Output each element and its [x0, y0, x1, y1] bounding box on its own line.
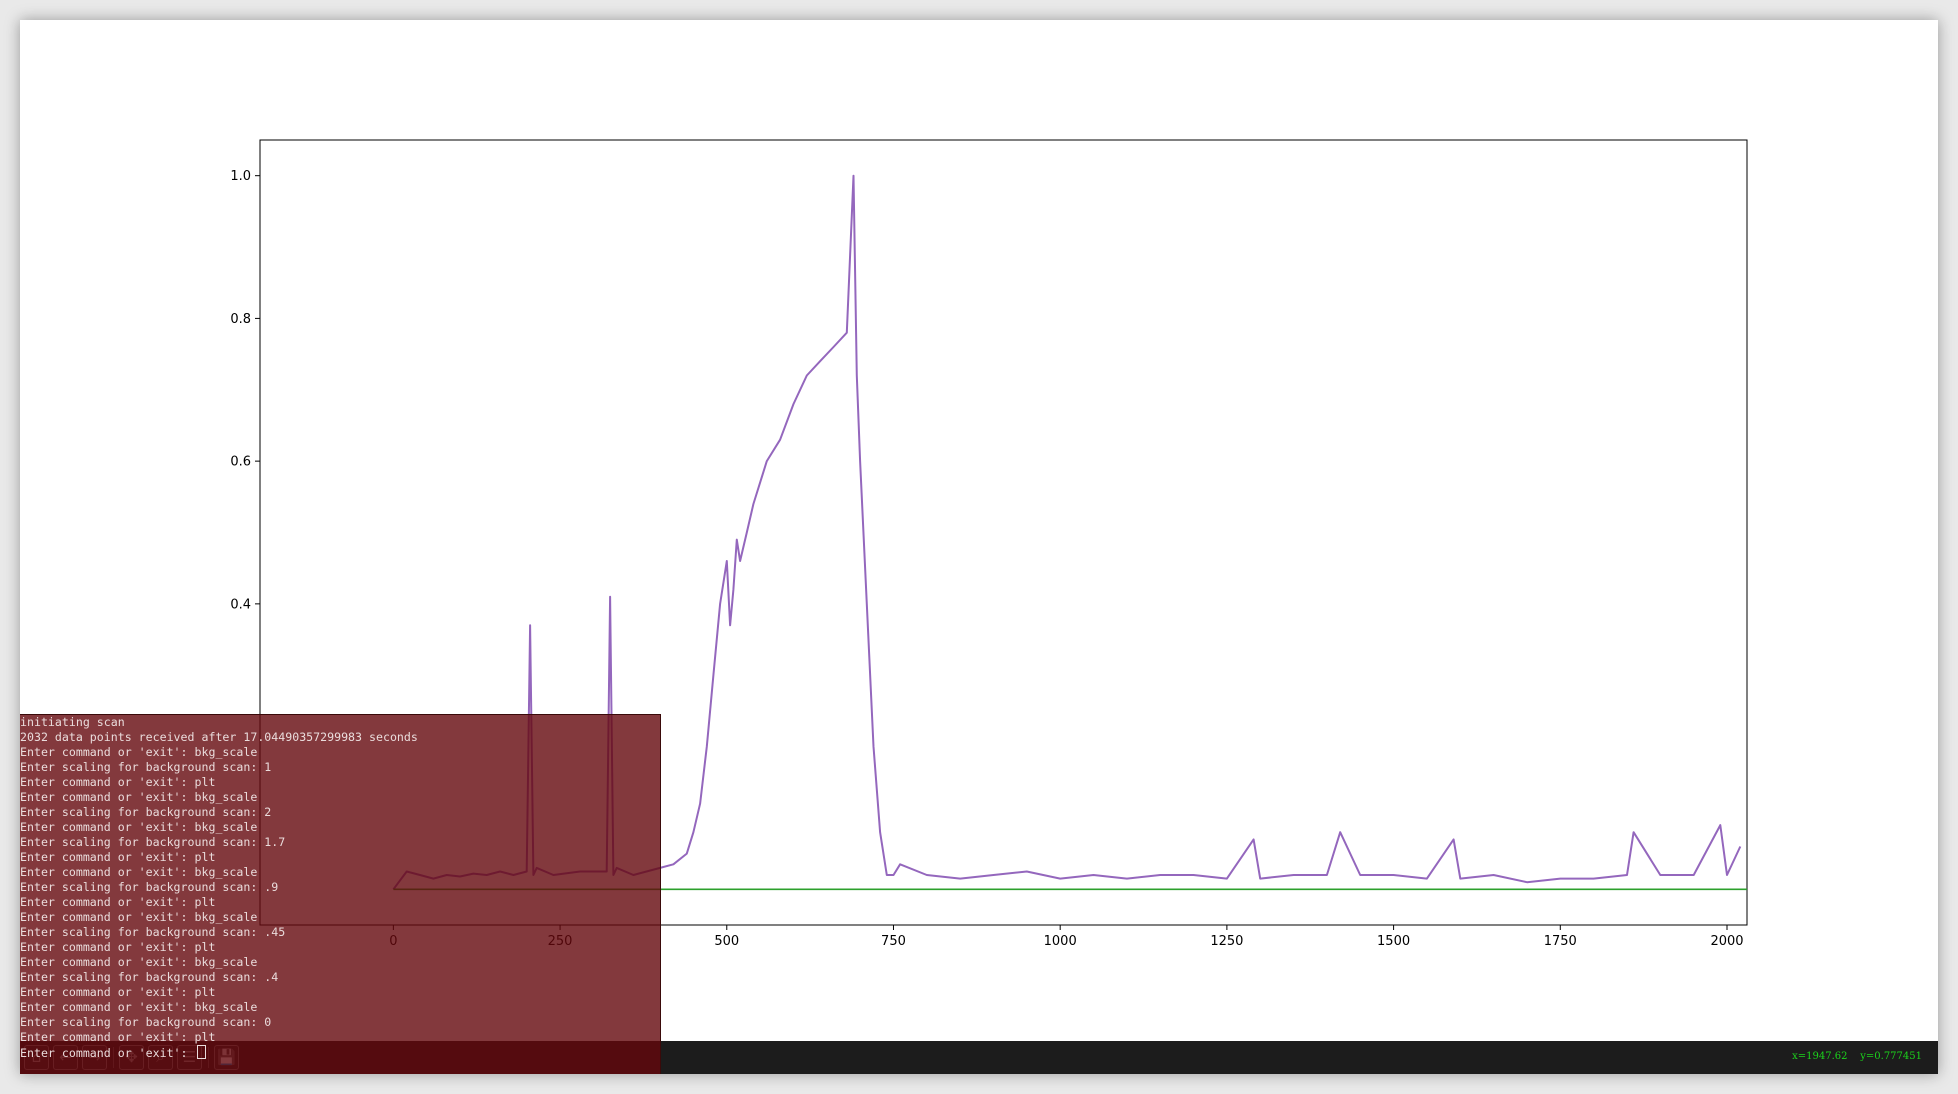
terminal-line: Enter command or 'exit': bkg_scale: [20, 790, 258, 804]
text-cursor: [196, 1045, 206, 1059]
terminal-line: Enter command or 'exit': plt: [20, 895, 216, 909]
coord-x: x=1947.62: [1792, 1051, 1848, 1062]
terminal-line: Enter scaling for background scan: 1: [20, 760, 272, 774]
terminal-line: Enter command or 'exit': plt: [20, 985, 216, 999]
x-tick-label: 750: [881, 934, 906, 949]
terminal-line: Enter command or 'exit': plt: [20, 940, 216, 954]
terminal-prompt[interactable]: Enter command or 'exit':: [20, 1045, 660, 1060]
terminal-line: Enter scaling for background scan: 1.7: [20, 835, 286, 849]
terminal-line: Enter command or 'exit': plt: [20, 850, 216, 864]
x-tick-label: 500: [714, 934, 739, 949]
terminal-line: Enter scaling for background scan: 0: [20, 1015, 272, 1029]
terminal-line: Enter command or 'exit': bkg_scale: [20, 865, 258, 879]
terminal-overlay[interactable]: initiating scan 2032 data points received…: [20, 714, 661, 1074]
terminal-line: Enter command or 'exit': bkg_scale: [20, 910, 258, 924]
x-tick-label: 1250: [1210, 934, 1243, 949]
terminal-line: Enter command or 'exit': plt: [20, 775, 216, 789]
x-tick-label: 1000: [1044, 934, 1077, 949]
y-tick-label: 0.6: [230, 455, 251, 470]
terminal-line: Enter command or 'exit': bkg_scale: [20, 1000, 258, 1014]
terminal-line: Enter scaling for background scan: .45: [20, 925, 286, 939]
cursor-coordinates: x=1947.62 y=0.777451: [1792, 1051, 1922, 1062]
coord-y: y=0.777451: [1860, 1051, 1922, 1062]
x-tick-label: 1500: [1377, 934, 1410, 949]
figure-window: 0250500750100012501500175020000.40.60.81…: [20, 20, 1938, 1074]
terminal-line: 2032 data points received after 17.04490…: [20, 730, 418, 744]
y-tick-label: 0.4: [230, 597, 251, 612]
terminal-line: Enter command or 'exit': plt: [20, 1030, 216, 1044]
y-tick-label: 1.0: [230, 169, 251, 184]
prompt-text: Enter command or 'exit':: [20, 1046, 195, 1060]
terminal-line: Enter scaling for background scan: .4: [20, 970, 279, 984]
terminal-line: Enter command or 'exit': bkg_scale: [20, 820, 258, 834]
x-tick-label: 2000: [1710, 934, 1743, 949]
terminal-line: Enter command or 'exit': bkg_scale: [20, 955, 258, 969]
terminal-line: Enter command or 'exit': bkg_scale: [20, 745, 258, 759]
terminal-line: initiating scan: [20, 715, 125, 729]
x-tick-label: 1750: [1544, 934, 1577, 949]
y-tick-label: 0.8: [230, 312, 251, 327]
terminal-line: Enter scaling for background scan: .9: [20, 880, 279, 894]
terminal-line: Enter scaling for background scan: 2: [20, 805, 272, 819]
plot-frame: [259, 139, 1748, 926]
